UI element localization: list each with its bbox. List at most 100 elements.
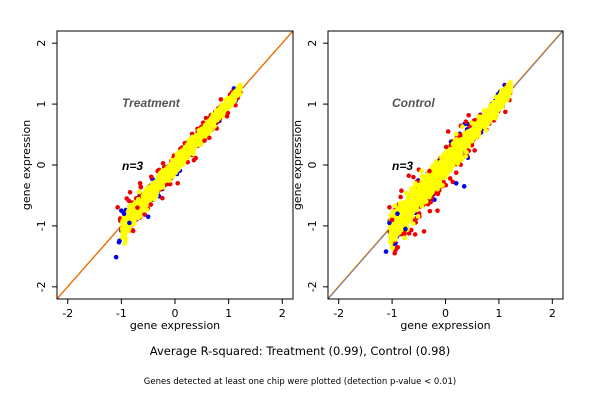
control-scatter-panel: -2 -1 0 1 2 -2 -1 0 1 2 gene expression gene expres… bbox=[291, 30, 564, 332]
yellow-point bbox=[144, 207, 150, 213]
x-tick-label: 1 bbox=[225, 307, 232, 320]
yellow-point bbox=[487, 110, 493, 116]
red-point bbox=[160, 195, 165, 201]
yellow-point bbox=[408, 207, 413, 212]
red-point bbox=[472, 148, 477, 153]
yellow-point bbox=[439, 166, 445, 172]
red-point bbox=[453, 170, 459, 175]
yellow-point bbox=[127, 207, 133, 213]
red-outlier bbox=[124, 196, 130, 201]
point-cloud bbox=[113, 82, 243, 260]
red-outlier bbox=[202, 138, 207, 143]
yellow-point bbox=[122, 235, 128, 241]
yellow-point bbox=[480, 123, 486, 129]
red-point bbox=[206, 135, 212, 141]
x-tick-label: -1 bbox=[116, 307, 127, 320]
red-point bbox=[463, 119, 469, 124]
red-point bbox=[142, 212, 148, 217]
x-tick-label: -1 bbox=[387, 307, 398, 320]
y-tick-label: 0 bbox=[306, 162, 319, 169]
yellow-point bbox=[447, 156, 453, 162]
y-tick-label: 0 bbox=[35, 162, 48, 169]
yellow-point bbox=[408, 214, 414, 220]
y-tick-label: -1 bbox=[306, 220, 319, 231]
yellow-point bbox=[405, 210, 411, 216]
red-point bbox=[466, 112, 471, 118]
yellow-point bbox=[419, 168, 424, 174]
red-outlier bbox=[175, 180, 180, 186]
yellow-point bbox=[388, 212, 394, 218]
yellow-point bbox=[186, 151, 192, 157]
yellow-point bbox=[467, 137, 473, 143]
red-point bbox=[224, 113, 230, 119]
x-tick-label: 0 bbox=[442, 307, 449, 320]
y-tick-label: 2 bbox=[35, 40, 48, 47]
yellow-point bbox=[178, 154, 184, 159]
yellow-point bbox=[161, 175, 167, 181]
yellow-point bbox=[390, 245, 395, 251]
blue-outlier bbox=[145, 214, 151, 220]
yellow-point bbox=[413, 205, 419, 211]
yellow-point bbox=[392, 228, 397, 234]
yellow-point bbox=[495, 94, 500, 100]
red-point bbox=[395, 245, 401, 250]
yellow-point bbox=[185, 143, 190, 149]
yellow-point bbox=[424, 188, 429, 194]
red-point bbox=[191, 157, 197, 163]
yellow-point bbox=[177, 149, 183, 155]
yellow-point bbox=[433, 159, 439, 164]
yellow-point bbox=[445, 149, 450, 155]
blue-outlier bbox=[461, 184, 467, 189]
y-axis-title: gene expression bbox=[20, 120, 33, 210]
yellow-point bbox=[153, 184, 159, 190]
yellow-point bbox=[500, 96, 506, 102]
yellow-point bbox=[444, 168, 450, 173]
y-tick-label: 1 bbox=[306, 101, 319, 108]
yellow-point bbox=[483, 128, 489, 133]
yellow-point bbox=[209, 119, 215, 125]
yellow-point bbox=[458, 142, 464, 148]
yellow-point bbox=[122, 240, 128, 246]
yellow-point bbox=[460, 124, 465, 130]
yellow-point bbox=[450, 159, 456, 165]
yellow-point bbox=[205, 122, 211, 127]
red-point bbox=[398, 194, 403, 200]
red-point bbox=[387, 205, 392, 210]
yellow-point bbox=[391, 220, 397, 226]
yellow-point bbox=[419, 195, 425, 201]
yellow-point bbox=[122, 229, 127, 234]
yellow-point bbox=[167, 172, 173, 178]
yellow-point bbox=[392, 203, 398, 209]
yellow-point bbox=[399, 223, 405, 229]
sample-size-annotation: n=3 bbox=[392, 159, 413, 173]
yellow-point bbox=[424, 173, 429, 179]
yellow-point bbox=[401, 199, 407, 205]
yellow-point bbox=[145, 202, 150, 208]
yellow-point bbox=[421, 199, 427, 205]
yellow-point bbox=[136, 189, 142, 195]
yellow-point bbox=[433, 175, 439, 181]
red-point bbox=[443, 144, 449, 150]
red-point bbox=[402, 231, 407, 237]
red-outlier bbox=[135, 205, 140, 210]
yellow-point bbox=[130, 215, 135, 221]
yellow-point bbox=[124, 224, 130, 230]
yellow-point bbox=[494, 98, 500, 104]
red-point bbox=[203, 115, 209, 121]
yellow-point bbox=[415, 198, 421, 204]
y-tick-label: 2 bbox=[306, 40, 319, 47]
plot-area bbox=[328, 31, 563, 299]
yellow-point bbox=[181, 147, 187, 152]
yellow-point bbox=[419, 203, 425, 209]
red-outlier bbox=[137, 180, 143, 186]
blue-outlier bbox=[121, 211, 127, 217]
yellow-point bbox=[231, 97, 237, 103]
red-outlier bbox=[435, 208, 440, 213]
blue-outlier bbox=[119, 208, 124, 213]
blue-outlier bbox=[387, 220, 392, 226]
x-tick-label: -2 bbox=[62, 307, 73, 320]
red-point bbox=[218, 97, 224, 102]
x-axis-title: gene expression bbox=[130, 319, 220, 332]
red-point bbox=[115, 205, 120, 210]
blue-point bbox=[113, 254, 119, 260]
